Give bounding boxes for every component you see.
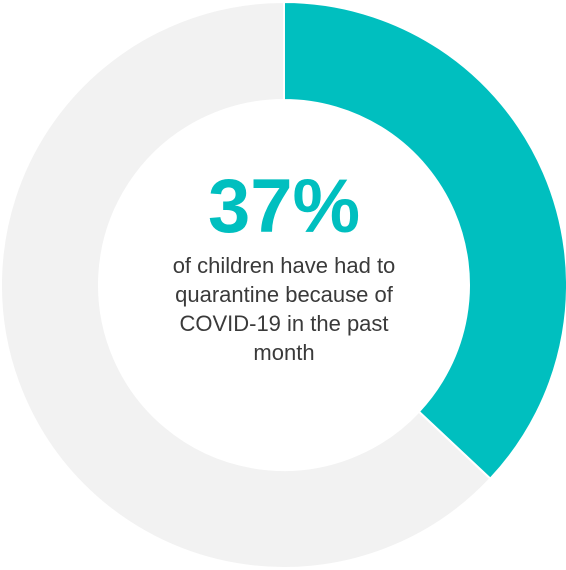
center-label: 37% of children have had to quarantine b… bbox=[148, 165, 420, 367]
center-value: 37% bbox=[207, 164, 361, 249]
donut-slice-not-quarantined bbox=[0, 0, 492, 569]
center-caption: of children have had to quarantine becau… bbox=[172, 253, 396, 365]
donut-slice-quarantined bbox=[283, 0, 566, 481]
